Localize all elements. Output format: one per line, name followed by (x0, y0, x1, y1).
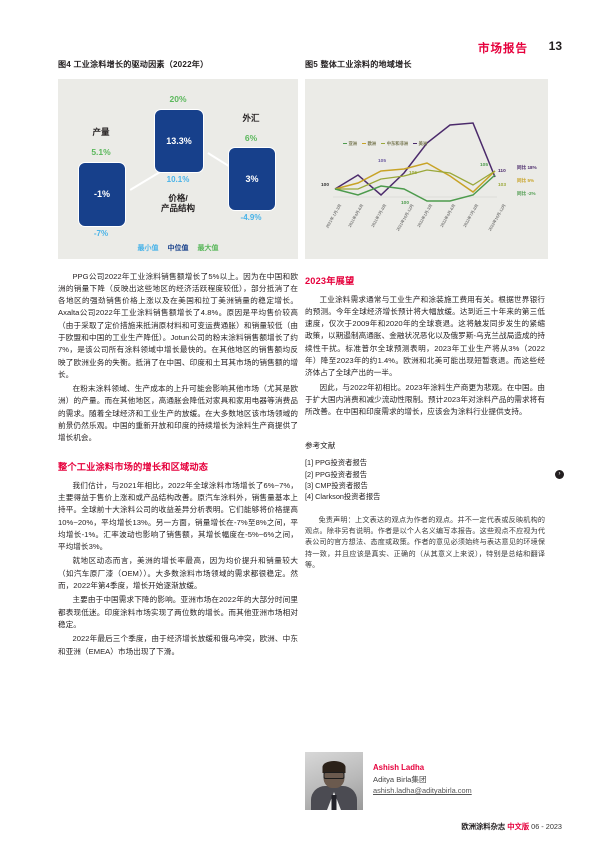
footer-magazine: 欧洲涂料杂志 (461, 822, 506, 831)
left-column: 图4 工业涂料增长的驱动因素（2022年） 产量 5.1% -1% -7% 20… (58, 60, 298, 658)
reference-item: [3] CMP投资者报告 (305, 481, 368, 491)
photo-hair-shape (322, 761, 346, 773)
figure4-chart: 产量 5.1% -1% -7% 20% 13.3% 10.1% 价格/产品结构 … (58, 78, 298, 259)
fig4-min-1: 10.1% (166, 174, 190, 184)
figure5-legend: 亚洲 欧洲 中东和非洲 美洲 (343, 141, 427, 147)
figure5-point-label-f: 103 (498, 182, 507, 188)
fig4-min-0: -7% (93, 228, 109, 238)
references-block: 参考文献 [1] PPG投资者报告 [2] PPG投资者报告 [3] CMP投资… (305, 440, 545, 502)
disclaimer-text: 免责声明：上文表达的观点为作者的观点。并不一定代表或反映机构的观点。除非另有说明… (305, 515, 545, 570)
right-section-heading: 2023年展望 (305, 275, 355, 286)
legend-item-europe: 欧洲 (362, 141, 376, 147)
legend-label: 美洲 (418, 140, 428, 146)
series-line-europe (334, 161, 496, 193)
page-turn-indicator-icon: › (555, 470, 564, 479)
left-body-block-1: PPG公司2022年工业涂料销售额增长了5%以上。因为在中国和欧洲的销量下降（反… (58, 271, 298, 445)
figure5-point-label-e: 105 (480, 162, 489, 168)
figure5-yoy-europe: 同比 5% (517, 177, 535, 183)
paragraph: 就地区动态而言，美洲的增长率最高，因为均价提升和销量较大（如汽车原厂漆（OEM）… (58, 556, 298, 591)
figure5-point-label-c: 106 (409, 170, 418, 176)
footer-issue: 06 - 2023 (531, 822, 562, 831)
fig4-max-2: 6% (244, 132, 258, 143)
page-header: 市场报告 13 (0, 22, 600, 55)
paragraph: 我们估计，与2021年相比，2022年全球涂料市场增长了6%~7%，主要得益于售… (58, 480, 298, 552)
legend-item-asia: 亚洲 (343, 141, 357, 147)
fig4-min-2: -4.9% (240, 212, 262, 222)
header-section-title: 市场报告 (478, 43, 528, 55)
author-organization: Aditya Birla集团 (373, 774, 427, 784)
reference-item: [2] PPG投资者报告 (305, 469, 368, 479)
author-email[interactable]: ashish.ladha@adityabirla.com (373, 786, 472, 796)
left-section-heading: 整个工业涂料市场的增长和区域动态 (58, 461, 209, 472)
series-line-asia (334, 173, 496, 202)
fig4-box-1: 13.3% (154, 108, 204, 173)
right-column: 图5 整体工业涂料的地域增长 亚洲 欧洲 中东和非洲 美洲 (305, 60, 548, 571)
left-body-block-2: 我们估计，与2021年相比，2022年全球涂料市场增长了6%~7%，主要得益于售… (58, 480, 298, 658)
paragraph: PPG公司2022年工业涂料销售额增长了5%以上。因为在中国和欧洲的销量下降（反… (58, 271, 298, 379)
paragraph: 工业涂料需求通常与工业生产和涂装施工费用有关。根据世界银行的预测。今年全球经济增… (305, 294, 545, 378)
fig4-category-2: 外汇 (242, 112, 260, 123)
fig4-box-2: 3% (228, 146, 276, 211)
figure5-point-label-d: 110 (498, 168, 506, 174)
series-line-mea (335, 168, 496, 190)
glasses-icon (323, 772, 345, 779)
reference-item: [1] PPG投资者报告 (305, 458, 368, 468)
figure4-legend: 最小值 中位值 最大值 (58, 243, 298, 253)
legend-label: 中东和非洲 (386, 140, 409, 146)
paragraph: 在粉末涂料领域、生产成本的上升可能会影响其他市场（尤其是欧洲）的产量。而在其他地… (58, 384, 298, 443)
fig4-category-1: 价格/产品结构 (160, 192, 195, 214)
page-footer: 欧洲涂料杂志 中文版 06 - 2023 (461, 822, 562, 832)
legend-label: 欧洲 (367, 140, 377, 146)
reference-item: [4] Clarkson投资者报告 (305, 492, 381, 502)
photo-tie-shape (331, 795, 337, 810)
footer-edition: 中文版 (507, 822, 530, 831)
figure5-yoy-asia: 同比 -2% (517, 190, 536, 196)
legend-item-americas: 美洲 (413, 141, 427, 147)
legend-median: 中位值 (167, 244, 189, 252)
paragraph: 2022年最后三个季度，由于经济增长放缓和俄乌冲突，欧洲、中东和亚洲（EMEA）… (58, 634, 298, 656)
author-info: Ashish Ladha Aditya Birla集团 ashish.ladha… (373, 752, 472, 810)
fig4-max-0: 5.1% (91, 146, 111, 157)
paragraph: 因此，与2022年初相比。2023年涂料生产商更为悲观。在中国。由于扩大国内消费… (305, 382, 545, 417)
fig4-box-0: -1% (78, 161, 126, 227)
legend-min: 最小值 (137, 244, 159, 252)
fig4-max-1: 20% (169, 93, 187, 104)
figure5-yoy-americas: 同比 18% (517, 164, 537, 170)
paragraph: 主要由于中国需求下降的影响。亚洲市场在2022年的大部分时间里都表现低迷。印度涂… (58, 595, 298, 629)
page-number: 13 (548, 39, 562, 53)
legend-item-mea: 中东和非洲 (381, 141, 408, 147)
references-title: 参考文献 (305, 441, 336, 451)
author-name: Ashish Ladha (373, 763, 425, 772)
author-block: Ashish Ladha Aditya Birla集团 ashish.ladha… (305, 752, 555, 810)
series-line-americas (334, 121, 496, 196)
figure4-title: 图4 工业涂料增长的驱动因素（2022年） (58, 60, 209, 69)
fig4-category-0: 产量 (92, 126, 110, 137)
figure5-point-label-g: 100 (401, 200, 410, 206)
figure5-svg (333, 121, 497, 202)
figure5-point-label-start: 100 (321, 182, 330, 188)
legend-max: 最大值 (197, 244, 219, 252)
figure5-point-label-b: 105 (378, 158, 387, 164)
figure5-title: 图5 整体工业涂料的地域增长 (305, 60, 412, 69)
author-photo (305, 752, 363, 810)
right-body-block: 工业涂料需求通常与工业生产和涂装施工费用有关。根据世界银行的预测。今年全球经济增… (305, 294, 545, 419)
figure5-chart: 亚洲 欧洲 中东和非洲 美洲 100 105 106 110 105 103 1… (305, 78, 548, 259)
legend-label: 亚洲 (348, 140, 358, 146)
